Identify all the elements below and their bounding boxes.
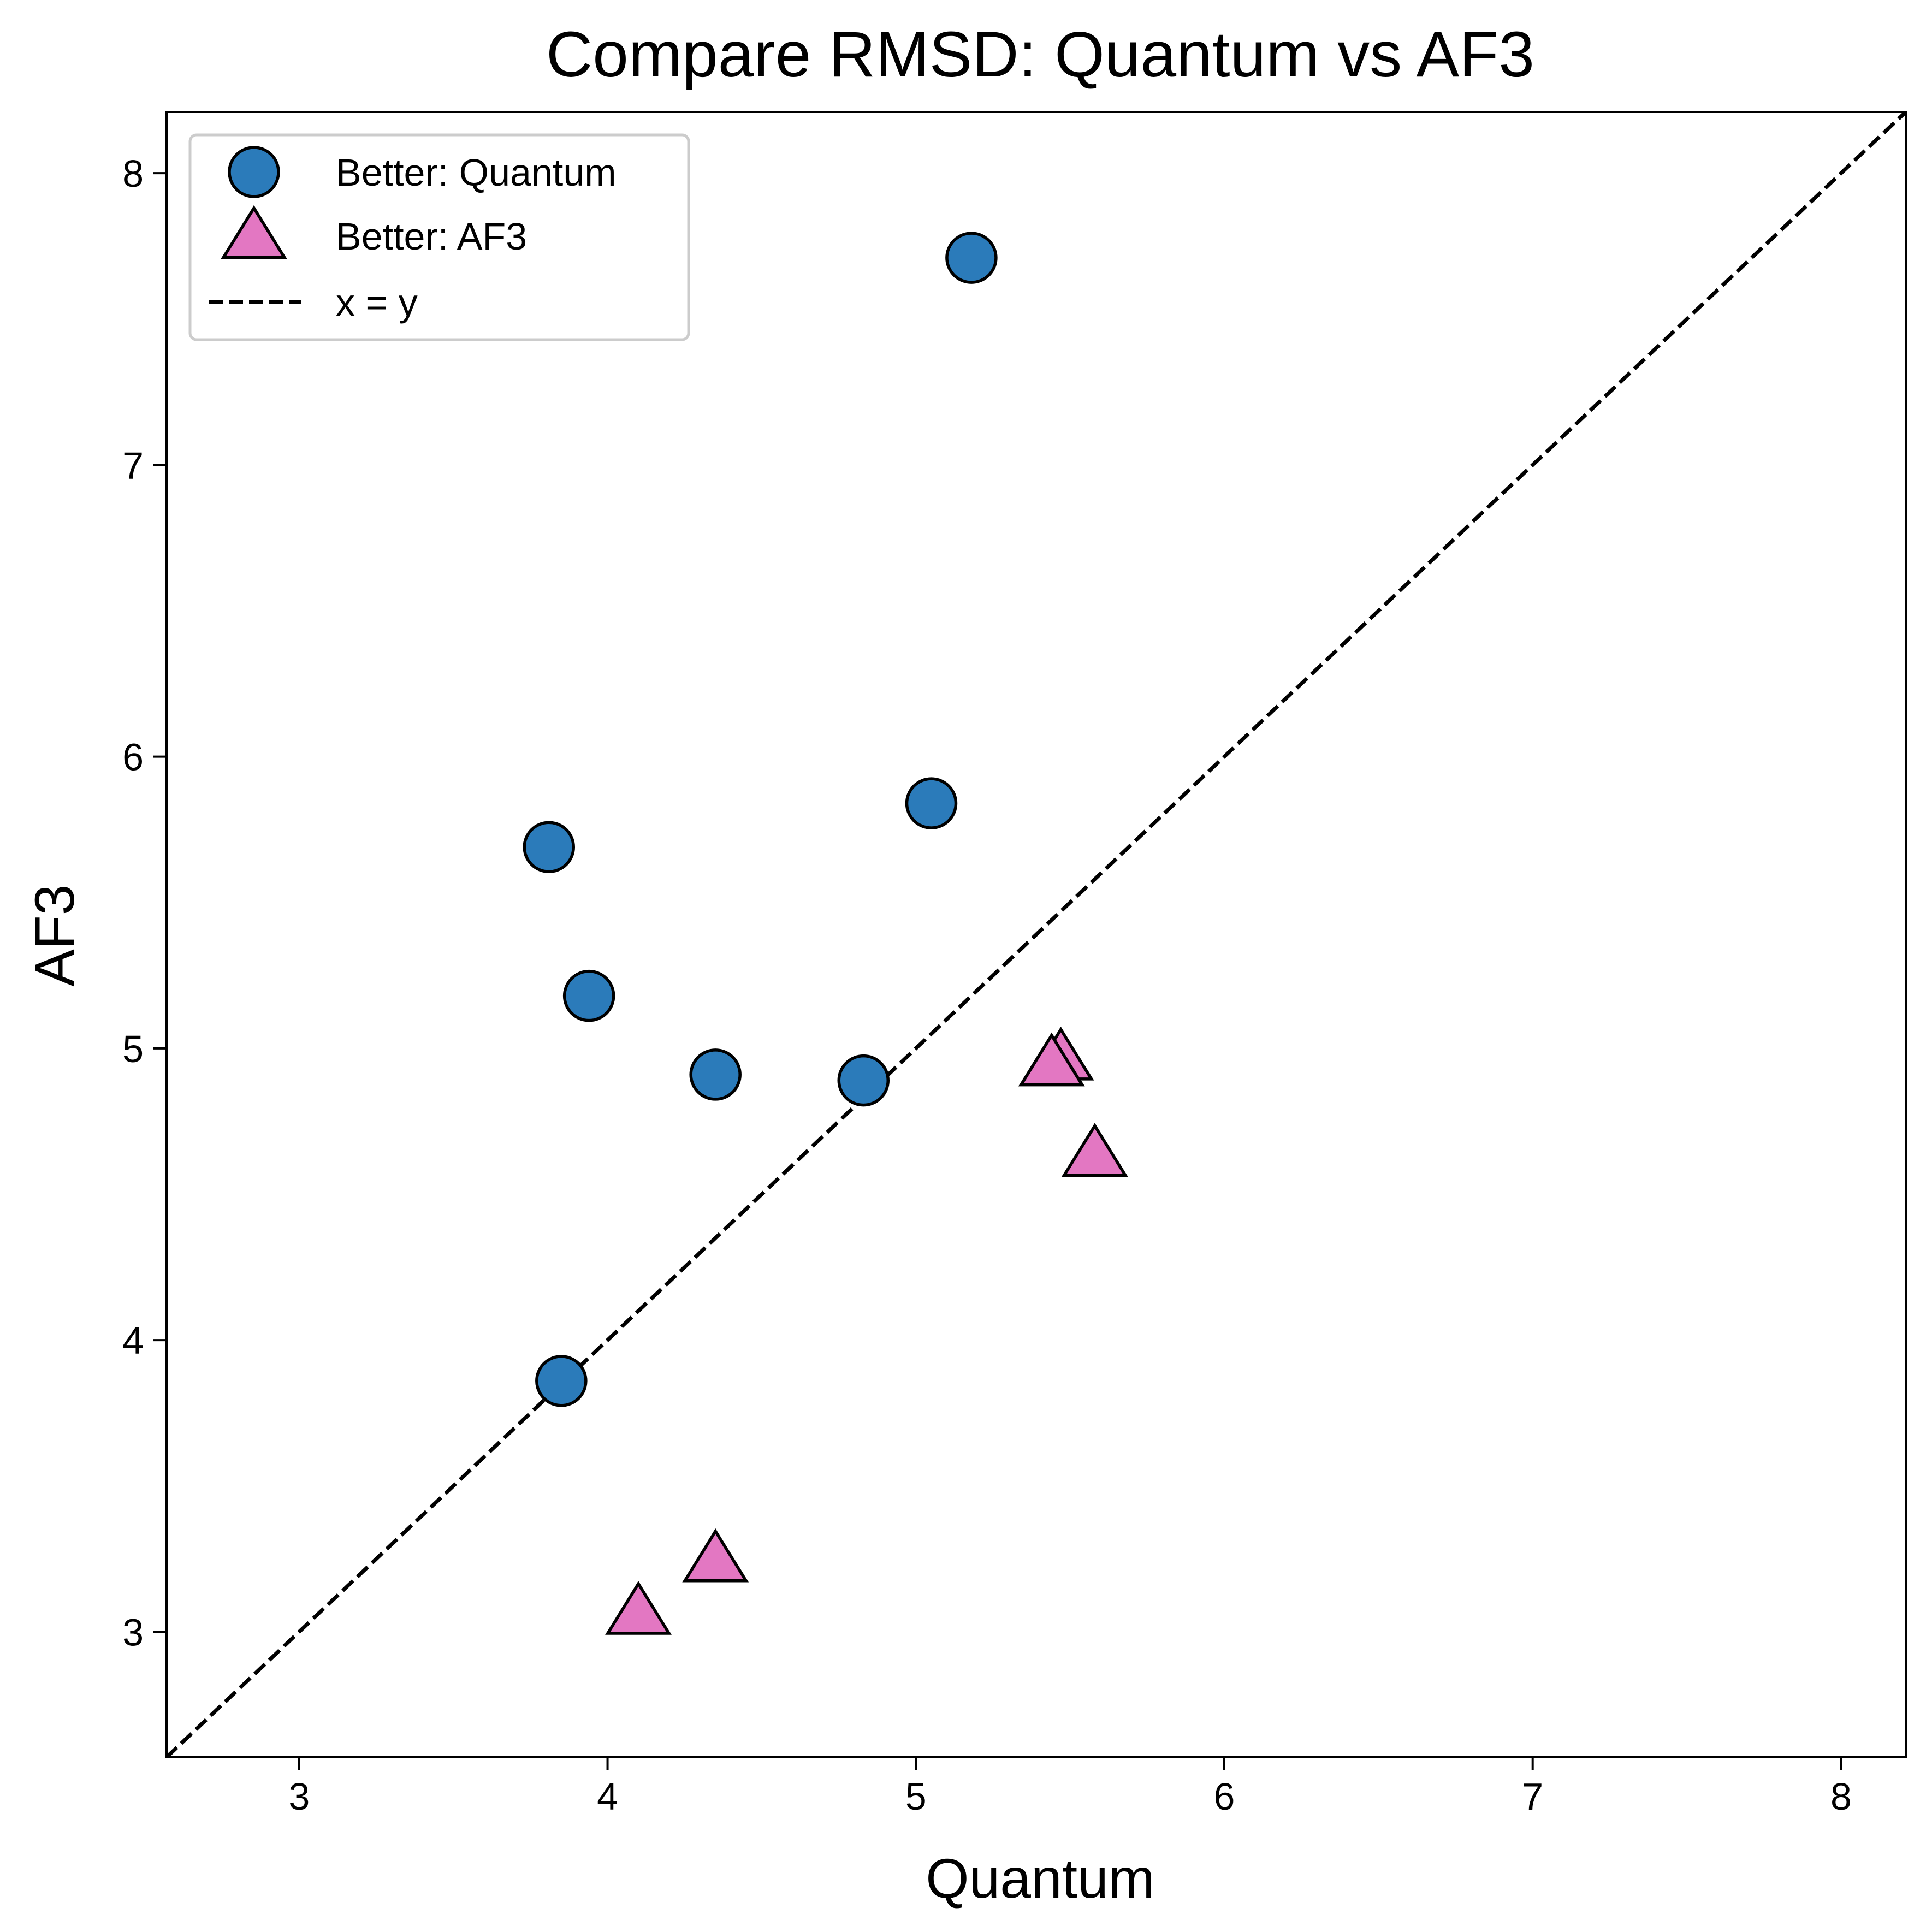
data-point-af3-3 bbox=[1061, 1123, 1128, 1177]
x-tick-label: 3 bbox=[288, 1775, 310, 1818]
data-point-quantum-5 bbox=[689, 1048, 742, 1101]
data-point-quantum-4 bbox=[562, 969, 615, 1022]
x-tick-label: 5 bbox=[905, 1775, 927, 1818]
legend-label: Better: Quantum bbox=[336, 151, 617, 194]
data-point-af3-2 bbox=[1018, 1032, 1085, 1087]
data-point-quantum-1 bbox=[945, 232, 998, 284]
legend-label: Better: AF3 bbox=[336, 215, 527, 258]
data-point-af3-5 bbox=[605, 1580, 672, 1635]
data-point-quantum-3 bbox=[523, 821, 575, 873]
data-point-quantum-6 bbox=[837, 1054, 890, 1107]
y-tick-label: 6 bbox=[122, 736, 144, 779]
x-tick-label: 4 bbox=[597, 1775, 618, 1818]
legend: Better: Quantum Better: AF3 x = y bbox=[188, 133, 690, 341]
data-point-quantum-7 bbox=[535, 1355, 588, 1407]
axes-frame bbox=[165, 111, 1907, 1758]
legend-entry-quantum: Better: Quantum bbox=[228, 146, 617, 198]
legend-marker-triangle bbox=[221, 205, 287, 259]
y-tick-label: 5 bbox=[122, 1028, 144, 1070]
y-tick-label: 4 bbox=[122, 1319, 144, 1362]
legend-marker-circle bbox=[228, 146, 280, 198]
data-point-quantum-2 bbox=[905, 777, 958, 829]
plot-area: 3 4 5 6 7 8 3 4 5 6 7 8 bbox=[122, 111, 1907, 1818]
y-tick-label: 3 bbox=[122, 1611, 144, 1654]
reference-line-x-equals-y bbox=[167, 112, 1906, 1757]
legend-label: x = y bbox=[336, 281, 418, 324]
x-tick-label: 7 bbox=[1522, 1775, 1543, 1818]
legend-box bbox=[188, 133, 690, 341]
y-axis-label: AF3 bbox=[23, 884, 86, 986]
legend-entry-x-equals-y: x = y bbox=[209, 281, 418, 324]
y-tick-label: 8 bbox=[122, 152, 144, 195]
x-tick-label: 8 bbox=[1830, 1775, 1852, 1818]
chart-title: Compare RMSD: Quantum vs AF3 bbox=[546, 19, 1534, 91]
data-point-af3-4 bbox=[682, 1528, 749, 1583]
legend-entry-af3: Better: AF3 bbox=[221, 205, 527, 259]
x-tick-label: 6 bbox=[1214, 1775, 1235, 1818]
y-tick-label: 7 bbox=[122, 444, 144, 487]
x-axis-label: Quantum bbox=[926, 1847, 1155, 1910]
